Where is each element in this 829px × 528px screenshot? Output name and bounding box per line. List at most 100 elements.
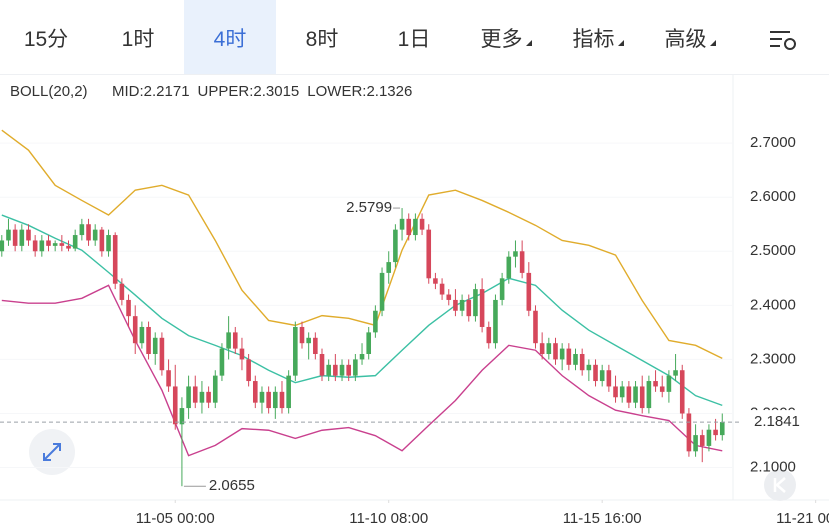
candle-body bbox=[566, 348, 572, 365]
tab[interactable]: 更多 bbox=[460, 0, 552, 74]
bollinger-band bbox=[1, 284, 723, 457]
bollinger-band bbox=[1, 129, 723, 359]
candle-body bbox=[553, 343, 558, 360]
tab-bar: 15分 1时 4时 8时 1日 更多 指标 高级 bbox=[0, 0, 829, 75]
candle-body bbox=[526, 272, 532, 311]
candle-body bbox=[172, 386, 178, 425]
y-tick-label: 2.6000 bbox=[750, 188, 796, 205]
candle-body bbox=[119, 283, 125, 300]
indicator-value: MID:2.2171 bbox=[112, 83, 190, 100]
candle-body bbox=[259, 391, 265, 403]
candle-body bbox=[673, 370, 678, 376]
candle-body bbox=[693, 435, 698, 452]
candle-body bbox=[466, 299, 472, 317]
candle-body bbox=[326, 364, 331, 376]
candle-body bbox=[386, 262, 392, 273]
tab[interactable]: 高级 bbox=[644, 0, 736, 74]
high-label: 2.5799 bbox=[346, 199, 392, 216]
x-tick-label: 11-10 08:00 bbox=[349, 510, 428, 527]
last-price-label: 2.1841 bbox=[754, 413, 800, 430]
candle-body bbox=[646, 381, 652, 409]
candle-body bbox=[619, 386, 625, 398]
candle-body bbox=[219, 348, 225, 376]
candle-body bbox=[39, 240, 45, 252]
candle-body bbox=[406, 218, 412, 236]
candle-body bbox=[112, 235, 118, 284]
candle-body bbox=[226, 332, 231, 349]
candle-body bbox=[232, 332, 238, 349]
tab[interactable]: 1时 bbox=[121, 28, 155, 51]
candle-body bbox=[613, 386, 618, 398]
indicator-value: UPPER:2.3015 bbox=[198, 83, 300, 100]
candle-body bbox=[152, 337, 158, 355]
candle-body bbox=[506, 256, 512, 279]
candle-body bbox=[86, 224, 91, 241]
candle-body bbox=[706, 429, 712, 446]
candle-body bbox=[132, 316, 138, 344]
candle-body bbox=[159, 337, 165, 371]
expand-button[interactable] bbox=[29, 429, 75, 475]
indicator-value: LOWER:2.1326 bbox=[307, 83, 412, 100]
settings-icon[interactable] bbox=[770, 31, 796, 50]
candle-body bbox=[279, 391, 285, 409]
tab[interactable]: 8时 bbox=[305, 28, 339, 51]
candle-body bbox=[653, 381, 658, 387]
candle-body bbox=[699, 435, 705, 446]
candle-body bbox=[573, 354, 578, 365]
candle-body bbox=[439, 283, 445, 295]
candle-body bbox=[313, 337, 318, 355]
candle-body bbox=[666, 375, 672, 392]
candle-body bbox=[252, 381, 258, 403]
candle-body bbox=[333, 364, 338, 376]
candle-body bbox=[393, 229, 398, 263]
scroll-end-button[interactable] bbox=[764, 469, 796, 501]
candle-body bbox=[199, 391, 205, 403]
tab[interactable]: 4时 bbox=[184, 0, 276, 74]
candle-body bbox=[79, 224, 85, 236]
candle-body bbox=[6, 229, 11, 241]
candle-body bbox=[499, 278, 505, 300]
candle-body bbox=[373, 310, 378, 333]
candle-body bbox=[72, 235, 78, 249]
candle-body bbox=[719, 422, 725, 436]
candle-body bbox=[559, 348, 565, 360]
y-tick-label: 2.3000 bbox=[750, 350, 796, 367]
candle-body bbox=[426, 229, 432, 279]
candle-body bbox=[126, 299, 131, 317]
candle-body bbox=[533, 310, 538, 344]
candle-body bbox=[659, 386, 665, 392]
candle-body bbox=[46, 240, 51, 246]
tab[interactable]: 15分 bbox=[23, 28, 69, 51]
candle-body bbox=[319, 354, 325, 376]
candle-body bbox=[353, 359, 358, 376]
candle-body bbox=[293, 326, 298, 376]
candle-body bbox=[546, 343, 552, 355]
candle-body bbox=[626, 386, 632, 403]
candle-body bbox=[166, 370, 171, 387]
candle-body bbox=[419, 218, 425, 230]
tab[interactable]: 指标 bbox=[552, 0, 644, 74]
candle-body bbox=[686, 413, 692, 452]
candle-body bbox=[273, 391, 278, 409]
candle-body bbox=[399, 218, 405, 230]
candle-body bbox=[19, 229, 25, 246]
x-tick-label: 11-21 00:00 bbox=[776, 510, 829, 527]
candle-body bbox=[239, 348, 245, 360]
candle-body bbox=[52, 243, 58, 246]
candle-body bbox=[66, 245, 71, 249]
candle-body bbox=[539, 343, 545, 355]
candle-body bbox=[593, 364, 598, 382]
candle-body bbox=[433, 278, 438, 284]
candle-body bbox=[486, 326, 492, 344]
candle-body bbox=[359, 354, 365, 360]
candle-body bbox=[579, 354, 585, 371]
candle-body bbox=[366, 332, 372, 355]
x-tick-label: 11-15 16:00 bbox=[563, 510, 642, 527]
y-tick-label: 2.7000 bbox=[750, 134, 796, 151]
tab[interactable]: 1日 bbox=[397, 28, 431, 51]
low-label: 2.0655 bbox=[209, 477, 255, 494]
y-tick-label: 2.4000 bbox=[750, 296, 796, 313]
indicator-title: BOLL(20,2) bbox=[10, 83, 88, 100]
candle-body bbox=[286, 375, 291, 409]
